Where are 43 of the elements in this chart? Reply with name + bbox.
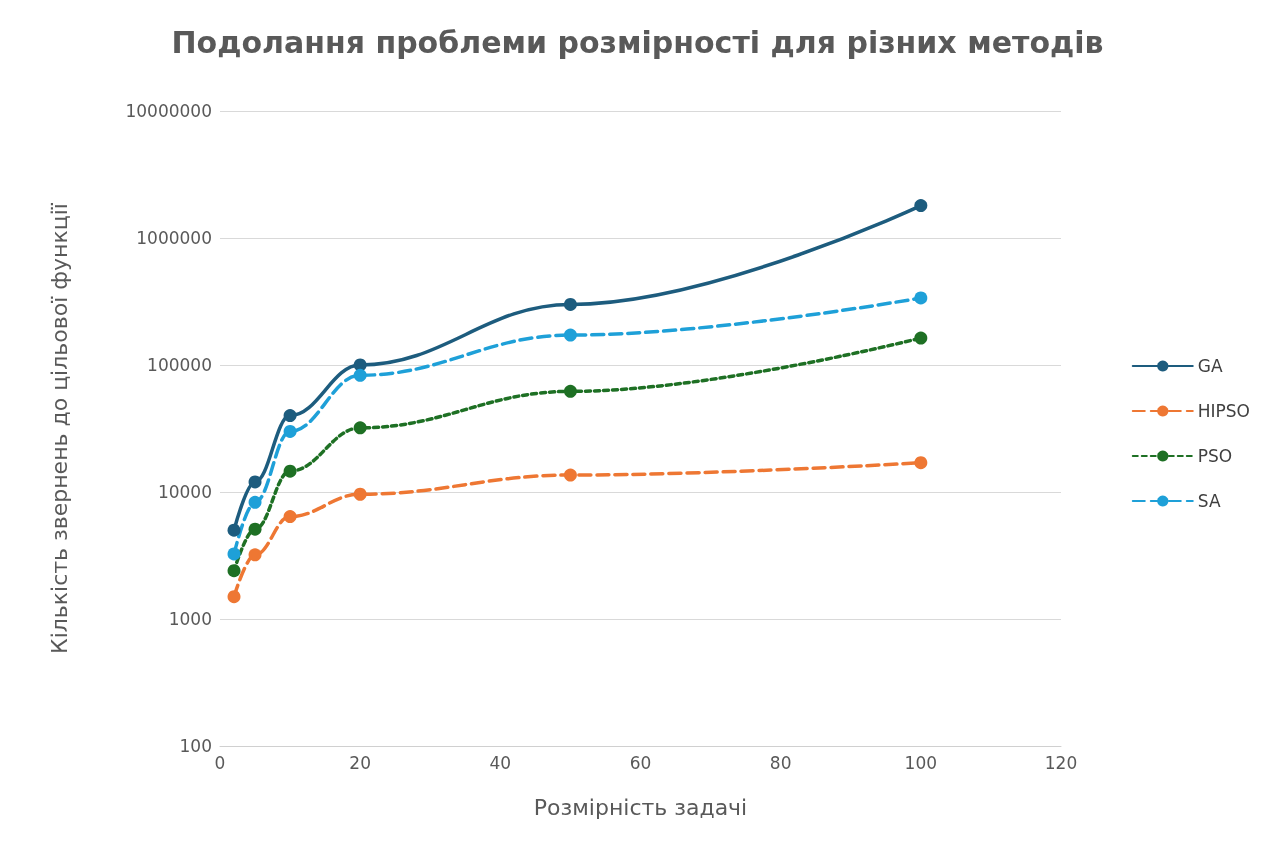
point (914, 331, 928, 345)
y-tick-label: 100 (179, 736, 212, 756)
y-tick-label: 1000000 (136, 228, 212, 248)
point (248, 548, 262, 562)
point (283, 409, 297, 423)
x-axis-title: Розмірність задачі (533, 794, 748, 820)
y-tick-label: 1000 (168, 609, 212, 629)
point (283, 464, 297, 478)
legend-label: SA (1197, 491, 1221, 511)
point (563, 468, 577, 482)
chart-title: Подолання проблеми розмірності для різних методів (171, 24, 1104, 60)
x-tick-label: 20 (349, 752, 371, 773)
point (227, 547, 241, 561)
x-tick-label: 0 (214, 752, 226, 773)
point (563, 384, 577, 398)
point (914, 456, 928, 470)
y-tick-label: 10000 (157, 482, 212, 502)
y-tick-label: 100000 (147, 355, 212, 375)
point (227, 590, 241, 604)
legend-label: GA (1197, 356, 1223, 376)
legend-label: HIPSO (1197, 401, 1251, 421)
point (563, 297, 577, 311)
x-tick-label: 120 (1044, 752, 1078, 773)
x-tick-label: 100 (904, 752, 938, 773)
point (248, 522, 262, 536)
x-tick-label: 80 (769, 752, 792, 773)
point (353, 421, 367, 435)
point (914, 291, 928, 305)
point (353, 487, 367, 501)
point (248, 475, 262, 489)
point (283, 424, 297, 438)
x-tick-label: 40 (489, 752, 512, 773)
y-axis-title: Кількість звернень до цільової функції (46, 202, 72, 654)
legend-label: PSO (1197, 446, 1233, 466)
point (248, 495, 262, 509)
point (353, 368, 367, 382)
point (227, 564, 241, 578)
y-tick-label: 10000000 (125, 101, 212, 121)
point (283, 510, 297, 524)
point (914, 199, 928, 213)
point (563, 328, 577, 342)
point (227, 523, 241, 537)
x-tick-label: 60 (629, 752, 652, 773)
